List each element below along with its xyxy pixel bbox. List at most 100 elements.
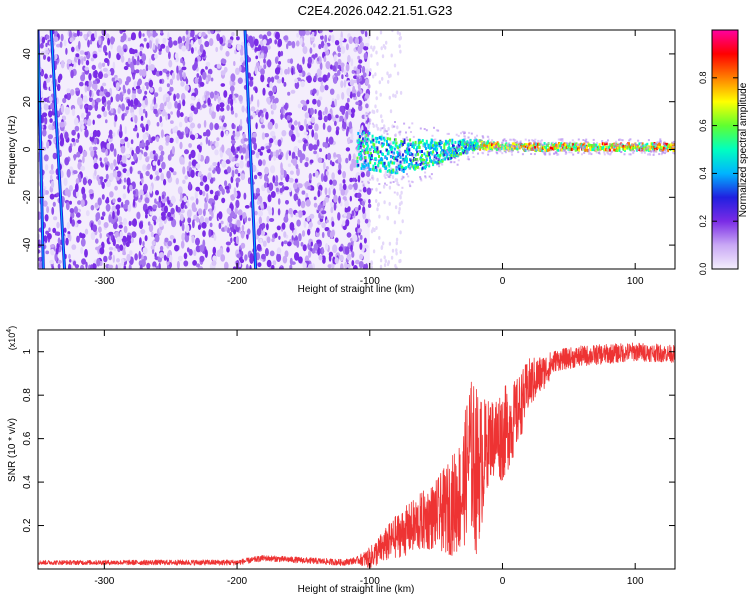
signal-cell [443,153,446,157]
noise-speckle [82,150,88,158]
noise-speckle [282,255,288,264]
signal-halo [528,139,531,142]
signal-halo [511,147,514,150]
noise-speckle [89,89,92,97]
noise-speckle [155,265,160,269]
noise-speckle [331,172,335,181]
noise-speckle [230,140,236,144]
noise-speckle [43,154,49,162]
noise-speckle [103,45,107,53]
signal-halo [424,175,427,178]
noise-speckle [240,155,244,160]
noise-speckle [299,37,303,46]
signal-halo [529,142,532,145]
noise-speckle [158,168,163,173]
noise-fringe [396,30,400,35]
noise-speckle [288,150,292,156]
interference-streak-core [244,30,257,269]
noise-speckle [159,79,162,84]
noise-speckle [160,43,166,49]
signal-halo [432,138,435,141]
noise-speckle [179,141,183,150]
noise-speckle [332,256,336,264]
signal-halo [609,153,612,156]
noise-speckle [41,36,46,44]
noise-speckle [119,244,124,251]
noise-speckle [85,107,89,114]
signal-cell [533,142,536,146]
noise-speckle [40,42,44,49]
noise-fringe [389,109,393,114]
noise-speckle [199,181,204,186]
noise-speckle [71,46,75,53]
noise-speckle [261,253,266,260]
noise-speckle [298,256,303,264]
noise-fringe [385,40,388,45]
signal-halo [671,142,674,145]
noise-speckle [209,189,214,195]
spectrogram-ylabel: Frequency (Hz) [7,116,18,185]
signal-halo [672,151,675,154]
signal-cell [641,142,644,146]
noise-speckle [197,123,202,129]
signal-cell [378,140,380,144]
noise-speckle [147,163,151,170]
signal-cell [632,147,634,151]
signal-halo [392,181,395,183]
noise-speckle [181,223,185,232]
signal-cell [432,144,435,148]
signal-cell [534,145,537,149]
noise-speckle [64,157,70,166]
signal-cell [425,147,427,151]
noise-speckle [177,255,183,262]
signal-halo [407,175,410,178]
noise-speckle [293,182,298,190]
noise-fringe [391,175,395,180]
signal-cell [415,148,418,152]
noise-speckle [106,142,111,150]
noise-speckle [347,137,350,144]
noise-speckle [351,251,355,258]
noise-speckle [220,220,224,225]
noise-speckle [357,55,361,60]
noise-speckle [195,245,201,253]
signal-halo [400,178,403,181]
noise-fringe [397,210,401,215]
noise-speckle [322,74,328,83]
signal-halo [664,151,667,154]
noise-speckle [97,197,102,206]
noise-speckle [266,97,271,103]
signal-halo [534,142,537,145]
noise-speckle [195,186,201,192]
noise-fringe [399,36,402,40]
signal-cell [450,154,453,157]
signal-halo [640,145,643,148]
signal-halo [662,142,665,145]
signal-halo [463,135,466,138]
noise-speckle [66,221,71,230]
signal-halo [593,144,596,147]
noise-speckle [69,208,75,214]
signal-halo [376,166,379,169]
noise-speckle [129,166,133,175]
signal-halo [619,144,622,147]
signal-halo [587,150,590,153]
noise-speckle [216,249,222,257]
noise-speckle [185,224,190,233]
noise-speckle [138,250,141,260]
signal-cell [407,144,410,148]
noise-speckle [317,246,321,256]
noise-speckle [161,161,166,170]
noise-speckle [142,241,145,247]
noise-speckle [307,56,313,65]
noise-speckle [142,85,145,92]
signal-halo [637,139,640,142]
noise-speckle [283,231,287,238]
signal-cell [421,158,424,162]
signal-halo [368,111,371,114]
signal-cell [388,143,391,147]
signal-halo [501,142,504,144]
signal-cell [391,161,394,165]
signal-cell [611,145,614,149]
noise-speckle [352,85,356,93]
